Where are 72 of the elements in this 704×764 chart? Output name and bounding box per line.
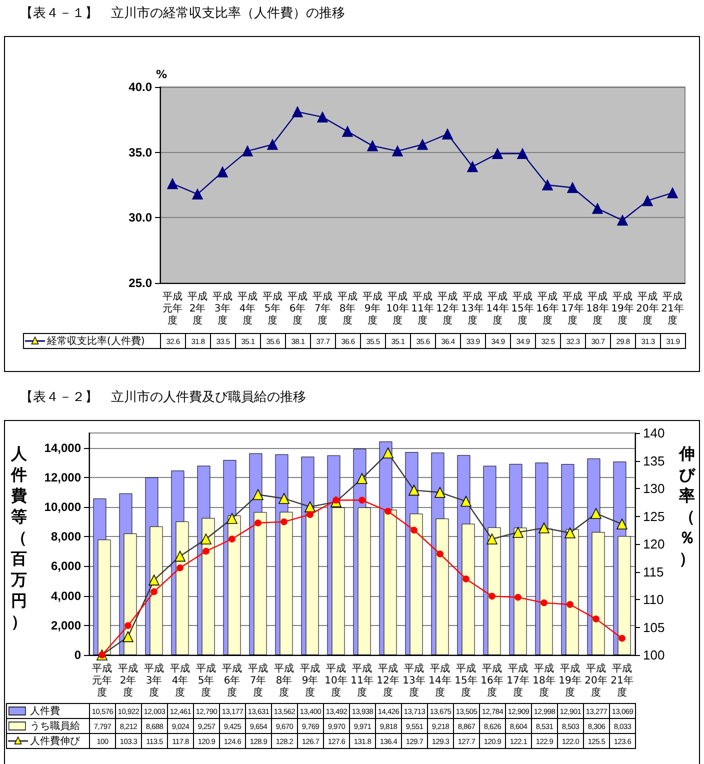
y2-tick-label: 105 — [643, 620, 665, 635]
x-tick-label: 平成12年度 — [376, 662, 400, 698]
x-tick-label: 平成17年度 — [506, 662, 530, 698]
y-tick-label: 14,000 — [44, 440, 82, 455]
y-tick-label: 25.0 — [128, 276, 152, 290]
y-tick-label: 0 — [74, 648, 82, 662]
x-tick-label: 平成6年度 — [222, 662, 242, 698]
y2-tick-label: 135 — [643, 453, 665, 468]
x-tick-label: 平成3年度 — [212, 290, 232, 326]
x-tick-label: 平成18年度 — [532, 662, 556, 698]
x-tick-label: 平成15年度 — [511, 290, 534, 326]
x-tick-label: 平成9年度 — [362, 290, 382, 326]
y-tick-label: 30.0 — [128, 210, 152, 225]
legend-label: うち職員給 — [30, 721, 80, 732]
x-tick-label: 平成7年度 — [312, 290, 332, 326]
x-tick-label: 平成元年度 — [92, 662, 112, 698]
x-tick-label: 平成17年度 — [561, 290, 584, 326]
y-tick-label: 2,000 — [50, 618, 82, 632]
x-tick-label: 平成11年度 — [350, 662, 374, 698]
y-axis-title: % — [156, 68, 168, 81]
x-tick-label: 平成7年度 — [248, 662, 268, 698]
x-tick-label: 平成19年度 — [611, 290, 634, 326]
x-tick-label: 平成2年度 — [118, 662, 138, 698]
y-tick-label: 40.0 — [128, 80, 152, 94]
x-tick-label: 平成4年度 — [170, 662, 190, 698]
x-tick-label: 平成20年度 — [584, 662, 608, 698]
y2-axis-title: 伸び率（％） — [678, 444, 696, 568]
chart-title: 【表４－２】 立川市の人件費及び職員給の推移 — [20, 389, 306, 406]
y-tick-label: 8,000 — [50, 530, 82, 544]
x-tick-label: 平成12年度 — [436, 290, 459, 326]
x-tick-label: 平成6年度 — [288, 290, 308, 326]
x-tick-label: 平成10年度 — [386, 290, 409, 326]
y-tick-label: 6,000 — [50, 559, 82, 574]
y2-tick-label: 115 — [643, 564, 664, 580]
x-tick-label: 平成13年度 — [402, 662, 426, 698]
x-tick-label: 平成14年度 — [428, 662, 452, 698]
x-tick-label: 平成21年度 — [610, 662, 634, 698]
legend-label: 経常収支比率(人件費) — [47, 336, 145, 347]
y-tick-label: 35.0 — [128, 145, 152, 160]
x-tick-label: 平成13年度 — [461, 290, 484, 326]
text: 人件費等（百万円） — [11, 444, 27, 631]
x-tick-label: 平成10年度 — [324, 662, 348, 698]
x-tick-label: 平成9年度 — [300, 662, 320, 698]
x-tick-label: 平成3年度 — [144, 662, 164, 698]
y2-tick-label: 110 — [643, 592, 664, 607]
y-tick-label: 10,000 — [44, 500, 82, 514]
x-tick-label: 平成8年度 — [274, 662, 294, 698]
x-tick-label: 平成19年度 — [558, 662, 582, 698]
x-tick-label: 平成18年度 — [586, 290, 609, 326]
x-tick-label: 平成21年度 — [661, 290, 684, 326]
x-tick-label: 平成4年度 — [238, 290, 258, 326]
y-tick-label: 12,000 — [44, 470, 82, 484]
x-tick-label: 平成15年度 — [454, 662, 478, 698]
legend-label: 人件費 — [30, 706, 60, 717]
y2-tick-label: 130 — [643, 481, 665, 496]
x-tick-label: 平成11年度 — [411, 290, 434, 326]
x-tick-label: 平成14年度 — [486, 290, 509, 326]
x-tick-label: 平成8年度 — [338, 290, 358, 326]
x-tick-label: 平成16年度 — [480, 662, 504, 698]
x-tick-label: 平成2年度 — [188, 290, 208, 326]
x-tick-label: 平成元年度 — [162, 290, 182, 326]
y2-tick-label: 120 — [643, 536, 665, 552]
y2-tick-label: 125 — [643, 508, 665, 524]
x-tick-label: 平成5年度 — [196, 662, 216, 698]
y2-tick-label: 140 — [643, 426, 665, 440]
x-tick-label: 平成20年度 — [636, 290, 659, 326]
x-tick-label: 平成16年度 — [536, 290, 559, 326]
x-tick-label: 平成5年度 — [262, 290, 282, 326]
y2-tick-label: 100 — [643, 648, 665, 662]
chart-title: 【表４－１】 立川市の経常収支比率（人件費）の推移 — [20, 5, 345, 22]
y-tick-label: 4,000 — [50, 588, 82, 603]
legend-label: 人件費伸び — [30, 736, 80, 747]
